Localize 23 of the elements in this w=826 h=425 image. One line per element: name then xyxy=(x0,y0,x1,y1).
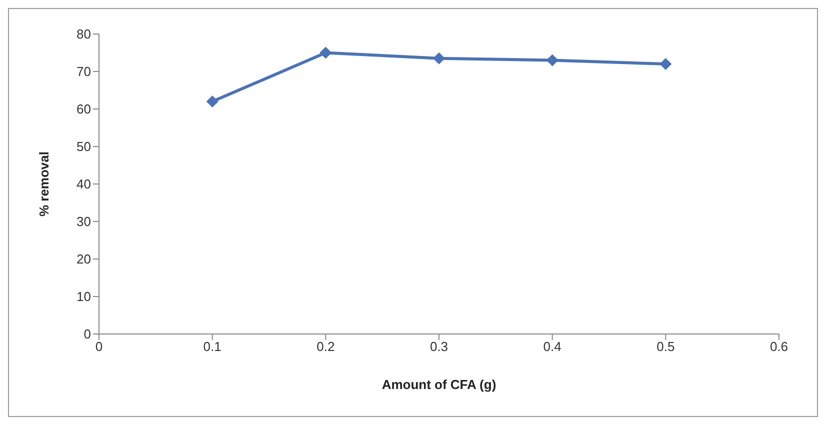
x-tick-label: 0.5 xyxy=(656,339,675,354)
y-axis-title: % removal xyxy=(36,151,52,217)
point xyxy=(433,52,445,64)
y-tick-label: 20 xyxy=(76,252,91,267)
y-tick-label: 10 xyxy=(76,289,91,304)
x-axis-title: Amount of CFA (g) xyxy=(382,377,496,392)
point xyxy=(206,96,218,108)
x-tick-label: 0.4 xyxy=(543,339,562,354)
point xyxy=(660,58,672,70)
y-tick-label: 30 xyxy=(76,214,91,230)
y-tick-label: 0 xyxy=(84,326,91,342)
x-tick-label: 0.6 xyxy=(770,339,788,354)
x-tick-label: 0.3 xyxy=(430,339,448,354)
y-tick-label: 50 xyxy=(76,139,91,154)
x-tick-label: 0.2 xyxy=(316,339,335,354)
y-tick-label: 70 xyxy=(76,64,91,80)
x-tick-label: 0 xyxy=(95,339,103,354)
point xyxy=(320,46,332,59)
point xyxy=(546,54,558,66)
y-tick-label: 40 xyxy=(76,176,91,192)
x-tick-label: 0.1 xyxy=(203,339,222,354)
y-tick-label: 60 xyxy=(76,102,91,117)
y-tick-label: 80 xyxy=(76,26,91,42)
